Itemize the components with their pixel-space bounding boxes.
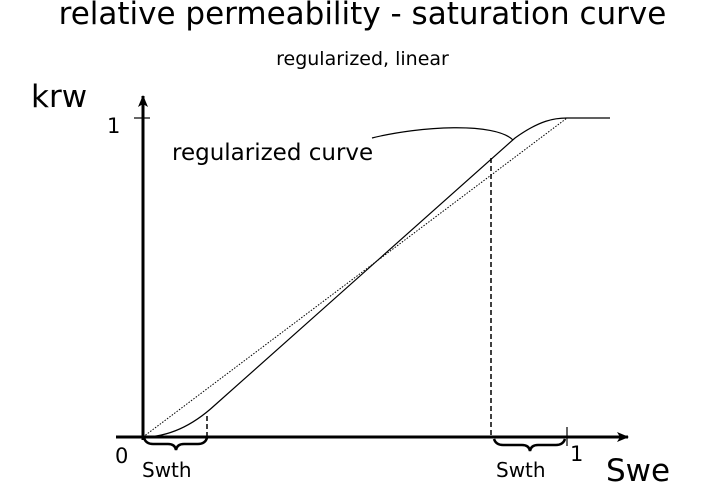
x-axis-label: Swe — [606, 453, 670, 484]
curve-label-leader — [371, 127, 514, 141]
regularized-curve — [142, 117, 610, 438]
y-tick-label: 1 — [107, 114, 120, 138]
linear-curve — [142, 117, 568, 438]
swth-left-brace — [142, 437, 209, 451]
swth-right-brace — [492, 438, 567, 452]
diagram-title: relative permeability - saturation curve — [58, 0, 667, 32]
diagram-subtitle: regularized, linear — [276, 48, 449, 70]
swth-left-label: Swth — [142, 458, 192, 482]
y-axis-label: krw — [31, 79, 87, 115]
x-tick-label: 1 — [570, 442, 583, 466]
curve-label: regularized curve — [172, 140, 373, 166]
origin-label: 0 — [115, 444, 128, 468]
swth-right-label: Swth — [496, 458, 546, 482]
